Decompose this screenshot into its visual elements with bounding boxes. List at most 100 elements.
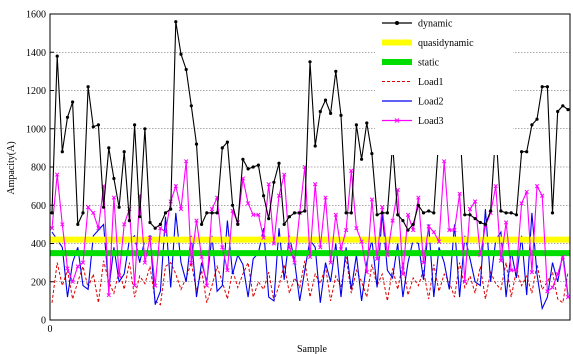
data-point bbox=[261, 235, 266, 240]
data-point bbox=[50, 211, 54, 215]
data-point bbox=[411, 227, 416, 233]
data-point bbox=[556, 109, 560, 114]
y-tick-label: 600 bbox=[31, 201, 46, 212]
data-point bbox=[282, 222, 286, 226]
data-point bbox=[545, 85, 550, 89]
data-point bbox=[75, 264, 80, 269]
data-point bbox=[106, 292, 111, 298]
data-point bbox=[122, 222, 127, 227]
series-load3 bbox=[49, 159, 571, 300]
data-point bbox=[298, 211, 302, 215]
data-point bbox=[426, 224, 431, 229]
data-point bbox=[390, 218, 395, 223]
data-point bbox=[530, 123, 534, 127]
data-point bbox=[174, 20, 178, 24]
y-tick-label: 1400 bbox=[26, 48, 46, 59]
data-point bbox=[256, 163, 260, 167]
data-point bbox=[343, 227, 349, 233]
data-point bbox=[427, 209, 431, 213]
data-point bbox=[478, 252, 483, 258]
data-point bbox=[323, 195, 328, 200]
data-point bbox=[313, 182, 318, 187]
data-point bbox=[49, 226, 55, 231]
data-point bbox=[566, 108, 570, 112]
data-point bbox=[525, 150, 529, 154]
data-point bbox=[442, 159, 447, 164]
data-point bbox=[354, 226, 359, 231]
data-point bbox=[344, 211, 348, 215]
legend-label: Load3 bbox=[418, 116, 444, 127]
data-point bbox=[173, 183, 178, 189]
data-point bbox=[534, 183, 540, 189]
data-point bbox=[349, 211, 353, 215]
data-point bbox=[107, 146, 111, 150]
data-point bbox=[472, 199, 478, 204]
data-point bbox=[251, 212, 256, 217]
data-point bbox=[256, 212, 261, 217]
data-point bbox=[143, 127, 147, 131]
data-point bbox=[524, 189, 529, 195]
legend-label: dynamic bbox=[418, 19, 453, 30]
data-point bbox=[80, 260, 86, 265]
y-tick-label: 0 bbox=[41, 316, 46, 327]
data-point bbox=[349, 168, 354, 173]
data-point bbox=[431, 229, 436, 235]
series-load1 bbox=[51, 256, 569, 306]
data-point bbox=[323, 98, 328, 102]
data-point bbox=[303, 209, 307, 213]
data-point bbox=[148, 220, 152, 225]
data-point bbox=[70, 279, 75, 284]
data-point bbox=[447, 227, 452, 233]
legend-marker bbox=[395, 21, 399, 25]
data-point bbox=[65, 115, 70, 119]
data-point bbox=[535, 117, 539, 121]
data-point bbox=[133, 123, 137, 127]
data-point bbox=[96, 226, 101, 231]
data-point bbox=[200, 222, 204, 226]
data-point bbox=[338, 247, 344, 252]
data-point bbox=[287, 215, 291, 219]
data-point bbox=[76, 222, 80, 226]
data-point bbox=[561, 104, 565, 108]
data-point bbox=[86, 85, 90, 89]
data-point bbox=[503, 220, 509, 225]
data-point bbox=[375, 213, 379, 217]
data-point bbox=[318, 109, 322, 114]
legend-item-load1: Load1 bbox=[382, 77, 444, 88]
data-point bbox=[462, 279, 467, 284]
data-point bbox=[307, 254, 313, 260]
y-tick-label: 1000 bbox=[26, 124, 46, 135]
legend-item-load3: Load3 bbox=[382, 116, 444, 127]
data-point bbox=[81, 211, 85, 215]
data-point bbox=[504, 211, 508, 215]
data-point bbox=[540, 85, 544, 89]
data-point bbox=[360, 157, 364, 161]
data-point bbox=[380, 205, 385, 210]
data-point bbox=[184, 159, 189, 164]
data-point bbox=[308, 60, 312, 64]
data-point bbox=[147, 235, 153, 240]
data-point bbox=[555, 271, 560, 277]
data-point bbox=[565, 294, 571, 300]
data-point bbox=[318, 245, 323, 250]
data-point bbox=[400, 271, 406, 277]
data-point bbox=[96, 123, 100, 127]
data-point bbox=[111, 195, 117, 200]
data-point bbox=[55, 54, 59, 58]
data-point bbox=[406, 228, 410, 232]
data-point bbox=[231, 203, 235, 207]
data-point bbox=[385, 252, 390, 258]
data-point bbox=[158, 226, 163, 231]
data-point bbox=[339, 113, 343, 117]
data-point bbox=[560, 254, 565, 260]
legend-box bbox=[375, 15, 513, 155]
data-point bbox=[65, 266, 70, 271]
data-point bbox=[91, 125, 95, 129]
y-axis-label: Ampacity(A) bbox=[6, 141, 17, 194]
data-point bbox=[210, 211, 214, 215]
x-axis-label: Sample bbox=[297, 344, 328, 354]
data-point bbox=[194, 142, 199, 146]
data-point bbox=[117, 205, 121, 209]
data-point bbox=[370, 152, 374, 156]
